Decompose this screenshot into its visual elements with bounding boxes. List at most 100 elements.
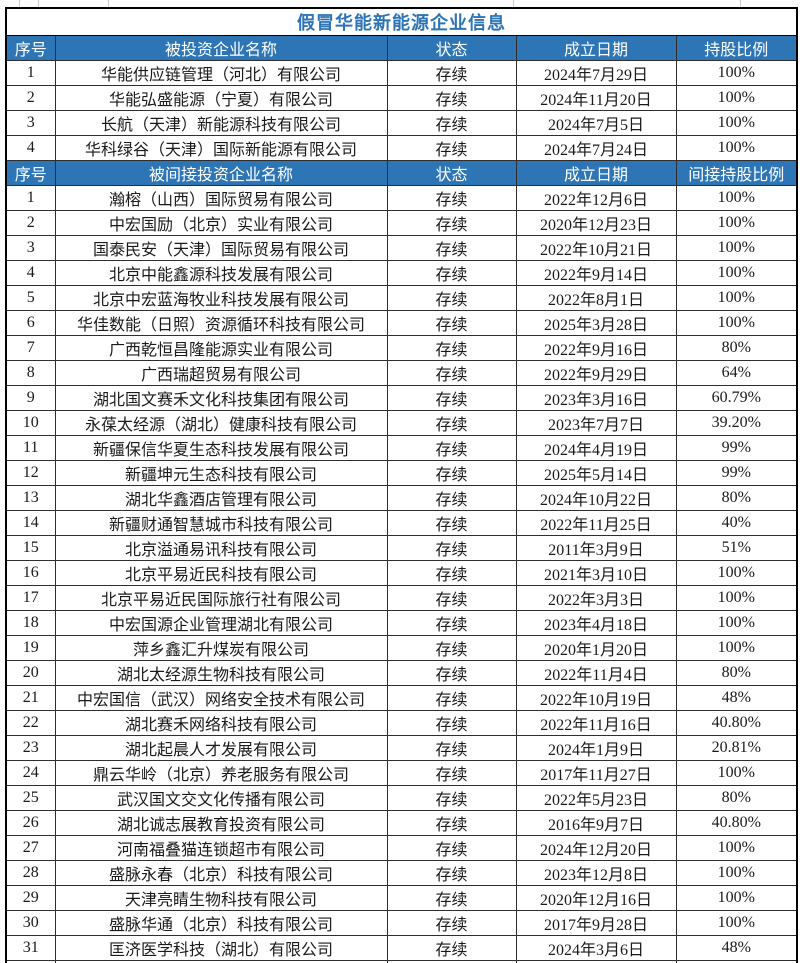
cell-company-name: 鼎云华岭（北京）养老服务有限公司 [54,760,388,786]
cell-ratio: 40% [675,510,798,536]
cell-company-name: 武汉国文交文化传播有限公司 [54,785,388,811]
cell-ratio: 80% [675,785,798,811]
table-row: 22 湖北赛禾网络科技有限公司 存续 2022年11月16日 40.80% [5,710,798,736]
enterprise-table: 假冒华能新能源企业信息 序号 被投资企业名称 状态 成立日期 持股比例 1 华能供应链管理（… [5,7,798,963]
cell-index: 9 [5,385,56,411]
cell-index: 1 [5,185,56,211]
cell-date: 2020年1月20日 [515,635,677,661]
column-header: 被间接投资企业名称 [54,160,388,186]
cell-date: 2024年7月29日 [515,60,677,86]
cell-status: 存续 [386,560,517,586]
cell-ratio: 100% [675,110,798,136]
cell-company-name: 河南福叠猫连锁超市有限公司 [54,835,388,861]
gridline [38,0,39,7]
cell-ratio: 48% [675,935,798,961]
cell-ratio: 51% [675,535,798,561]
cell-index: 5 [5,285,56,311]
cell-index: 26 [5,810,56,836]
table-row: 10 永葆太经源（湖北）健康科技有限公司 存续 2023年7月7日 39.20% [5,410,798,436]
cell-date: 2025年5月14日 [515,460,677,486]
cell-status: 存续 [386,385,517,411]
table-row: 1 华能供应链管理（河北）有限公司 存续 2024年7月29日 100% [5,60,798,86]
cell-index: 22 [5,710,56,736]
cell-ratio: 11.76% [675,960,798,963]
cell-ratio: 100% [675,235,798,261]
cell-ratio: 100% [675,760,798,786]
table-row: 32武汉瑞璞德康细胞技术有限公司存续2024年1月23日11.76% [5,960,798,963]
cell-status: 存续 [386,835,517,861]
cell-date: 2011年3月9日 [515,535,677,561]
cell-status: 存续 [386,710,517,736]
cell-company-name: 北京中能鑫源科技发展有限公司 [54,260,388,286]
cell-index: 23 [5,735,56,761]
column-header: 状态 [386,160,517,186]
section-2-header-row: 序号 被间接投资企业名称 状态 成立日期 间接持股比例 [5,160,798,186]
table-row: 1 瀚榕（山西）国际贸易有限公司 存续 2022年12月6日 100% [5,185,798,211]
cell-date: 2022年9月29日 [515,360,677,386]
cell-status: 存续 [386,510,517,536]
cell-status: 存续 [386,610,517,636]
table-row: 2 中宏国励（北京）实业有限公司 存续 2020年12月23日 100% [5,210,798,236]
cell-index: 19 [5,635,56,661]
cell-index: 30 [5,910,56,936]
cell-index: 1 [5,60,56,86]
cell-index: 20 [5,660,56,686]
cell-ratio: 99% [675,460,798,486]
cell-status: 存续 [386,360,517,386]
table-row: 23 湖北起晨人才发展有限公司 存续 2024年1月9日 20.81% [5,735,798,761]
cell-index: 12 [5,460,56,486]
cell-ratio: 39.20% [675,410,798,436]
cell-company-name: 盛脉永春（北京）科技有限公司 [54,860,388,886]
cell-status: 存续 [386,735,517,761]
cell-index: 16 [5,560,56,586]
cell-date: 2022年3月3日 [515,585,677,611]
cell-company-name: 华佳数能（日照）资源循环科技有限公司 [54,310,388,336]
cell-index: 27 [5,835,56,861]
table-row: 5 北京中宏蓝海牧业科技发展有限公司 存续 2022年8月1日 100% [5,285,798,311]
cell-ratio: 100% [675,635,798,661]
column-header: 间接持股比例 [675,160,798,186]
cell-date: 2022年9月14日 [515,260,677,286]
column-header: 成立日期 [515,160,677,186]
cell-status: 存续 [386,460,517,486]
cell-index: 2 [5,85,56,111]
cell-date: 2022年10月19日 [515,685,677,711]
table-row: 4 华科绿谷（天津）国际新能源有限公司 存续 2024年7月24日 100% [5,135,798,161]
cell-company-name: 华能弘盛能源（宁夏）有限公司 [54,85,388,111]
table-row: 8 广西瑞超贸易有限公司 存续 2022年9月29日 64% [5,360,798,386]
cell-status: 存续 [386,60,517,86]
cell-status: 存续 [386,485,517,511]
cell-date: 2022年9月16日 [515,335,677,361]
cell-index: 15 [5,535,56,561]
cell-date: 2024年10月22日 [515,485,677,511]
section-1-header-row: 序号 被投资企业名称 状态 成立日期 持股比例 [5,35,798,61]
cell-status: 存续 [386,235,517,261]
cell-status: 存续 [386,785,517,811]
cell-status: 存续 [386,885,517,911]
cell-date: 2020年12月16日 [515,885,677,911]
cell-date: 2022年11月25日 [515,510,677,536]
cell-date: 2022年11月16日 [515,710,677,736]
cell-date: 2024年3月6日 [515,935,677,961]
cell-company-name: 新疆坤元生态科技有限公司 [54,460,388,486]
table-row: 15 北京溢通易讯科技有限公司 存续 2011年3月9日 51% [5,535,798,561]
cell-date: 2023年3月16日 [515,385,677,411]
cell-status: 存续 [386,760,517,786]
title-row: 假冒华能新能源企业信息 [5,7,798,36]
cell-status: 存续 [386,110,517,136]
table-row: 31 匡济医学科技（湖北）有限公司 存续 2024年3月6日 48% [5,935,798,961]
cell-status: 存续 [386,860,517,886]
cell-company-name: 湖北起晨人才发展有限公司 [54,735,388,761]
cell-company-name: 北京溢通易讯科技有限公司 [54,535,388,561]
cell-ratio: 40.80% [675,810,798,836]
cell-ratio: 100% [675,585,798,611]
cell-company-name: 长航（天津）新能源科技有限公司 [54,110,388,136]
cell-company-name: 国泰民安（天津）国际贸易有限公司 [54,235,388,261]
cell-company-name: 广西乾恒昌隆能源实业有限公司 [54,335,388,361]
cell-index: 13 [5,485,56,511]
cell-status: 存续 [386,935,517,961]
cell-status: 存续 [386,435,517,461]
cell-company-name: 湖北赛禾网络科技有限公司 [54,710,388,736]
cell-ratio: 100% [675,85,798,111]
